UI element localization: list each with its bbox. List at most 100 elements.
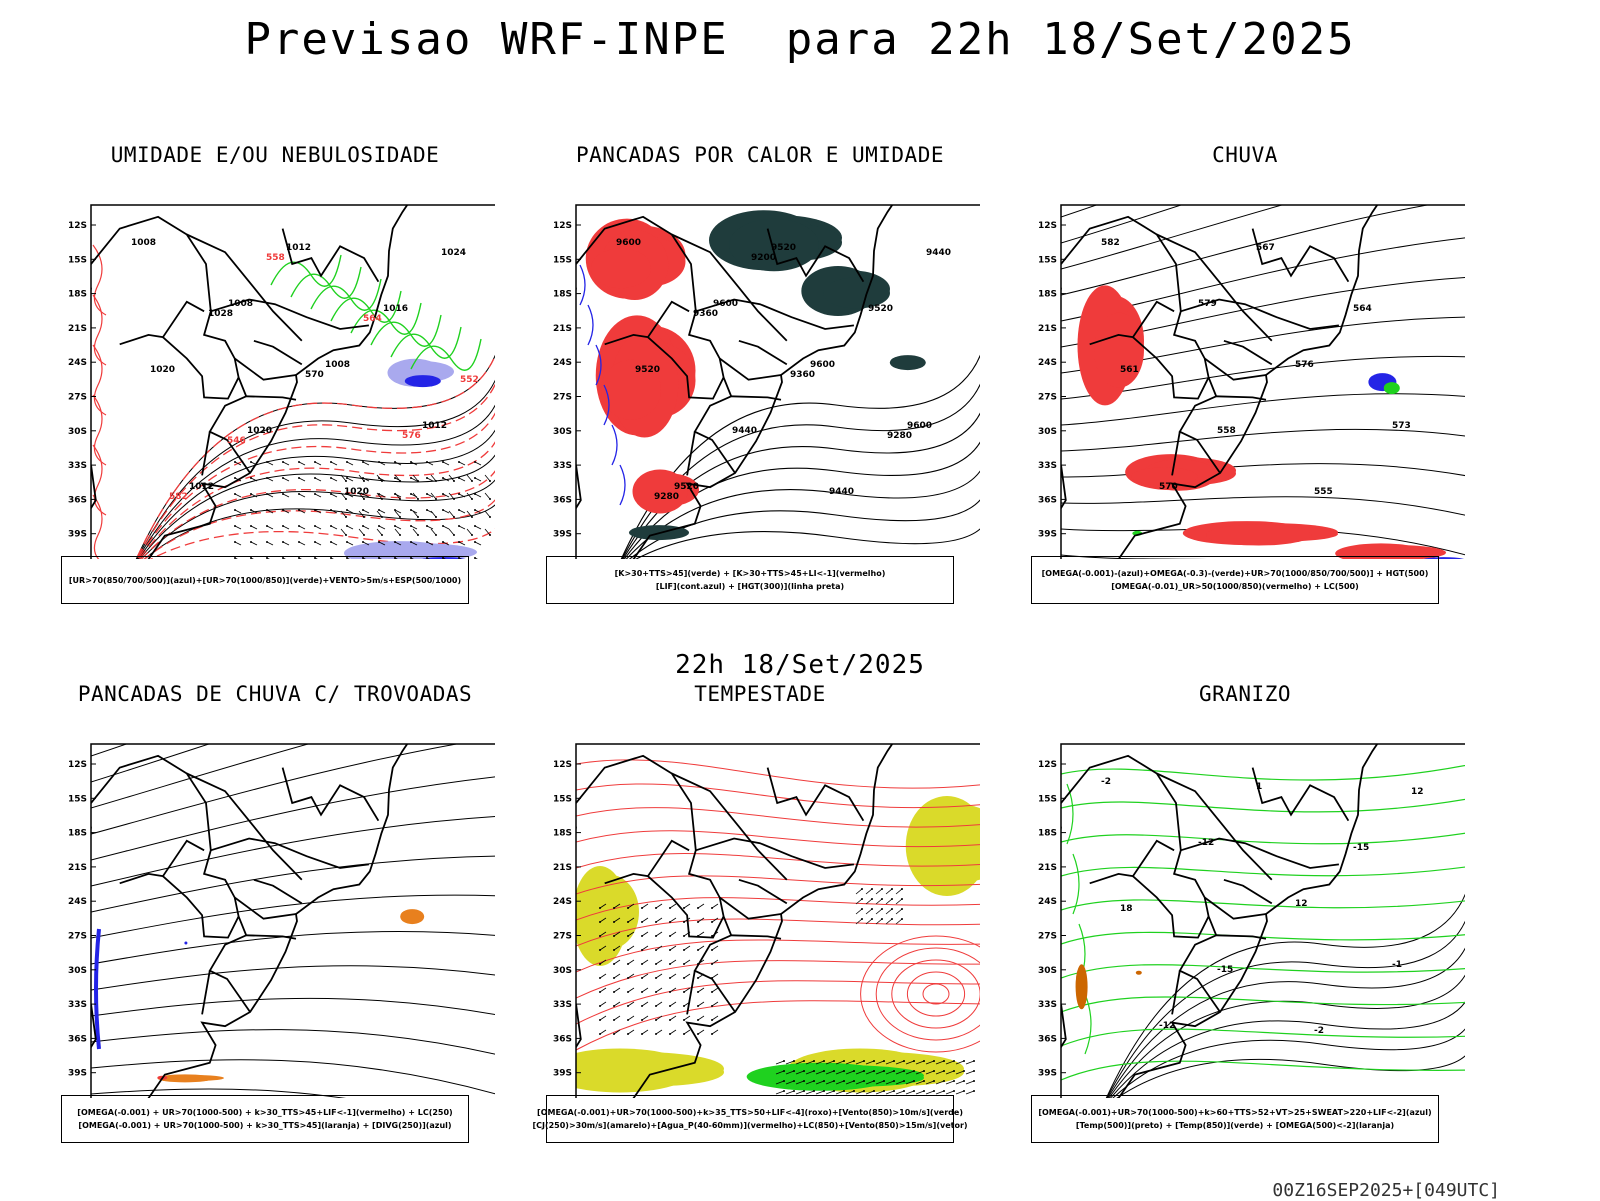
legend-line: [LIF](cont.azul) + [HGT(300)](linha pret…	[655, 582, 845, 591]
legend-line: [OMEGA(-0.001)-(azul)+OMEGA(-0.3)-(verde…	[1041, 569, 1429, 578]
lat-tick-label: 21S	[553, 324, 572, 334]
map-field-layer: 582 579 576 573 570 567 564 561 558 555	[1061, 205, 1465, 559]
contour-label: 9520	[635, 365, 660, 375]
legend-line: [Temp(500)](preto) + [Temp(850)](verde) …	[1075, 1121, 1395, 1130]
contour-label: 576	[402, 431, 421, 441]
contour-label: 582	[169, 492, 188, 502]
lat-tick-label: 30S	[1038, 966, 1057, 976]
contour-label: 9360	[693, 309, 718, 319]
lat-tick-label: 21S	[68, 863, 87, 873]
contour-label: 573	[1392, 421, 1411, 431]
lat-tick-label: 15S	[553, 794, 572, 804]
contour-label: 9600	[907, 421, 932, 431]
contour-label: -12	[1198, 838, 1214, 848]
contour-label: 1020	[150, 365, 175, 375]
panel-legend: [OMEGA(-0.001) + UR>70(1000-500) + k>30_…	[61, 1095, 469, 1143]
contour-label: 1008	[228, 299, 253, 309]
lat-tick-label: 30S	[68, 427, 87, 437]
contour-label: 1008	[325, 360, 350, 370]
lat-tick-label: 27S	[1038, 393, 1057, 403]
legend-line: [OMEGA(-0.001) + UR>70(1000-500) + k>30_…	[78, 1121, 452, 1130]
lat-tick-label: 27S	[553, 393, 572, 403]
lat-tick-label: 30S	[1038, 427, 1057, 437]
contour-label: 570	[305, 370, 324, 380]
map-svg: 1008 1008 1008 1012 1012 1012 1016 1020 1020 1020…	[68, 204, 495, 559]
lat-tick-label: 36S	[68, 1034, 87, 1044]
lat-tick-label: 30S	[553, 427, 572, 437]
lat-tick-label: 33S	[553, 461, 572, 471]
lat-tick-label: 30S	[553, 966, 572, 976]
map-field-layer: -2 -12 12 -1 -12 1 -15 18 -15 -2 12	[1061, 744, 1465, 1098]
panel-title: CHUVA	[1212, 143, 1278, 167]
contour-label: 1	[1256, 782, 1262, 792]
contour-label: 9200	[751, 253, 776, 263]
contour-label: 9440	[829, 487, 854, 497]
lat-tick-label: 36S	[1038, 1034, 1057, 1044]
map-pancadas-trovoadas: 12S15S18S21S24S27S30S33S36S39S42S70W65W6…	[55, 712, 495, 1098]
map-svg: 12S15S18S21S24S27S30S33S36S39S42S70W65W6…	[68, 743, 495, 1098]
lat-tick-label: 39S	[553, 1069, 572, 1079]
lat-tick-label: 12S	[68, 221, 87, 231]
contour-label: 1020	[247, 426, 272, 436]
lat-tick-label: 39S	[68, 530, 87, 540]
contour-label: 561	[1120, 365, 1139, 375]
panel-legend: [UR>70(850/700/500)](azul)+[UR>70(1000/8…	[61, 556, 469, 604]
lat-tick-label: 33S	[68, 1000, 87, 1010]
lat-tick-label: 39S	[553, 530, 572, 540]
lat-tick-label: 12S	[553, 760, 572, 770]
lat-tick-label: 33S	[1038, 1000, 1057, 1010]
lat-tick-label: 12S	[1038, 760, 1057, 770]
map-tempestade: 12S15S18S21S24S27S30S33S36S39S42S70W65W6…	[540, 712, 980, 1098]
contour-label: 9520	[868, 304, 893, 314]
lat-tick-label: 18S	[553, 290, 572, 300]
lat-tick-label: 15S	[553, 255, 572, 265]
contour-label: 555	[1314, 487, 1333, 497]
lat-tick-label: 27S	[68, 932, 87, 942]
contour-label: 579	[1198, 299, 1217, 309]
lat-tick-label: 15S	[1038, 255, 1057, 265]
map-field-layer: 9600 9600 9600 9600 9520 9520 9520 9520 9440 9440…	[576, 205, 980, 559]
legend-line: [OMEGA(-0.001)+UR>70(1000-500)+k>60+TTS>…	[1038, 1108, 1432, 1117]
lat-tick-label: 24S	[553, 358, 572, 368]
legend-line: [OMEGA(-0.001) + UR>70(1000-500) + k>30_…	[77, 1108, 453, 1117]
contour-label: 1012	[189, 482, 214, 492]
panel-legend: [OMEGA(-0.001)+UR>70(1000-500)+k>60+TTS>…	[1031, 1095, 1439, 1143]
contour-label: -15	[1353, 843, 1369, 853]
contour-label: 9280	[887, 431, 912, 441]
lat-tick-label: 18S	[68, 290, 87, 300]
lat-tick-label: 12S	[1038, 221, 1057, 231]
lat-tick-label: 36S	[68, 495, 87, 505]
contour-label: 9440	[926, 248, 951, 258]
panel-legend: [K>30+TTS>45](verde) + [K>30+TTS>45+LI<-…	[546, 556, 954, 604]
lat-tick-label: 39S	[68, 1069, 87, 1079]
map-field-layer	[91, 744, 495, 1098]
map-svg: 582 579 576 573 570 567 564 561 558 555 12S 15S 18S 2…	[1038, 204, 1465, 559]
contour-label: 1024	[441, 248, 466, 258]
contour-label: 558	[1217, 426, 1236, 436]
lat-tick-label: 21S	[553, 863, 572, 873]
lat-tick-label: 18S	[1038, 829, 1057, 839]
lat-tick-label: 39S	[1038, 1069, 1057, 1079]
lat-tick-label: 21S	[1038, 324, 1057, 334]
legend-line: [OMEGA(-0.01)_UR>50(1000/850)(vermelho) …	[1111, 582, 1359, 591]
lat-tick-label: 27S	[68, 393, 87, 403]
lat-tick-label: 36S	[553, 1034, 572, 1044]
contour-label: 1012	[422, 421, 447, 431]
panel-legend: [OMEGA(-0.001)+UR>70(1000-500)+k>35_TTS>…	[532, 1095, 968, 1143]
contour-label: 564	[363, 314, 382, 324]
contour-label: 576	[1295, 360, 1314, 370]
contour-label: 1008	[131, 238, 156, 248]
contour-label: -15	[1217, 965, 1233, 975]
lat-tick-label: 12S	[553, 221, 572, 231]
contour-label: -12	[1159, 1021, 1175, 1031]
map-chuva: 582 579 576 573 570 567 564 561 558 555 12S 15S 18S 2…	[1025, 173, 1465, 559]
lat-tick-label: 27S	[1038, 932, 1057, 942]
lat-tick-label: 15S	[1038, 794, 1057, 804]
lat-tick-label: 24S	[1038, 897, 1057, 907]
map-field-layer: 1008 1008 1008 1012 1012 1012 1016 1020 1020 1020…	[91, 205, 495, 559]
contour-label: 564	[1353, 304, 1372, 314]
lat-tick-label: 15S	[68, 255, 87, 265]
contour-label: 9600	[713, 299, 738, 309]
forecast-time-title: 22h 18/Set/2025	[675, 650, 925, 680]
legend-line: [CJ(250)>30m/s](amarelo)+[Agua_P(40-60mm…	[532, 1121, 968, 1130]
